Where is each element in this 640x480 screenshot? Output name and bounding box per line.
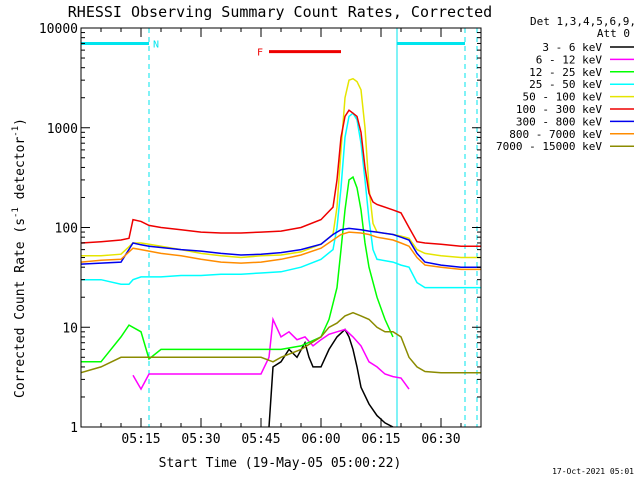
- y-axis-label-main: Corrected Count Rate (s: [13, 218, 28, 398]
- legend-label-0: 3 - 6 keV: [542, 41, 602, 54]
- footer-timestamp: 17-Oct-2021 05:01: [552, 467, 634, 476]
- x-tick-label-1: 05:30: [181, 432, 220, 447]
- legend-header-line-2: Att 0: [597, 27, 630, 40]
- axes-layer: 1 10 100 1000 10000 05:15 05:30 05:45 06:00 06:15…: [39, 22, 482, 447]
- series-line-2: [81, 175, 394, 363]
- flag-label-2: F: [257, 48, 263, 59]
- x-tick-label-0: 05:15: [121, 432, 160, 447]
- series-line-0: [268, 328, 394, 427]
- y-tick-label-2: 100: [55, 222, 78, 237]
- legend-label-1: 6 - 12 keV: [536, 53, 603, 66]
- legend-label-4: 50 - 100 keV: [523, 91, 603, 104]
- y-tick-label-1: 10: [62, 321, 78, 336]
- series-layer: [81, 77, 481, 427]
- legend-label-7: 800 - 7000 keV: [509, 128, 602, 141]
- legend-label-8: 7000 - 15000 keV: [496, 140, 602, 153]
- series-line-3: [81, 112, 481, 289]
- svg-text:Corrected Count Rate (s-1 dete: Corrected Count Rate (s-1 detector-1): [11, 118, 28, 398]
- series-line-6: [81, 227, 481, 268]
- legend-label-2: 12 - 25 keV: [529, 66, 602, 79]
- y-tick-label-4: 10000: [39, 22, 78, 37]
- y-axis-label-end: ): [13, 118, 28, 126]
- series-line-5: [81, 109, 481, 247]
- legend-header-line-1: Det 1,3,4,5,6,9,: [530, 15, 636, 28]
- y-axis-label-mid: detector: [13, 137, 28, 208]
- flags-layer: NF: [81, 28, 478, 427]
- series-line-8: [81, 311, 481, 374]
- x-axis-label: Start Time (19-May-05 05:00:22): [159, 456, 402, 471]
- y-tick-label-3: 1000: [47, 122, 78, 137]
- y-tick-label-0: 1: [70, 421, 78, 436]
- legend-label-5: 100 - 300 keV: [516, 103, 602, 116]
- y-axis-label-sup-1: -1: [11, 207, 21, 218]
- legend-label-6: 300 - 800 keV: [516, 115, 602, 128]
- chart-title: RHESSI Observing Summary Count Rates, Co…: [68, 3, 492, 21]
- series-line-7: [81, 231, 481, 271]
- y-axis-label: Corrected Count Rate (s-1 detector-1): [11, 118, 28, 398]
- series-line-4: [81, 77, 481, 259]
- y-axis-label-sup-2: -1: [11, 126, 21, 137]
- flag-label-0: N: [153, 39, 159, 50]
- x-tick-label-4: 06:15: [361, 432, 400, 447]
- x-tick-label-2: 05:45: [241, 432, 280, 447]
- x-tick-label-3: 06:00: [301, 432, 340, 447]
- plot-frame: [80, 27, 482, 428]
- legend-label-3: 25 - 50 keV: [529, 78, 602, 91]
- x-tick-label-5: 06:30: [421, 432, 460, 447]
- series-line-1: [132, 316, 410, 391]
